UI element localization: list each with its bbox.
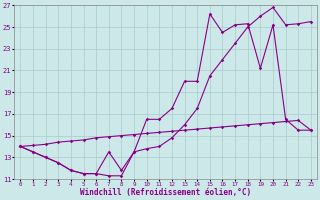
X-axis label: Windchill (Refroidissement éolien,°C): Windchill (Refroidissement éolien,°C) xyxy=(80,188,251,197)
